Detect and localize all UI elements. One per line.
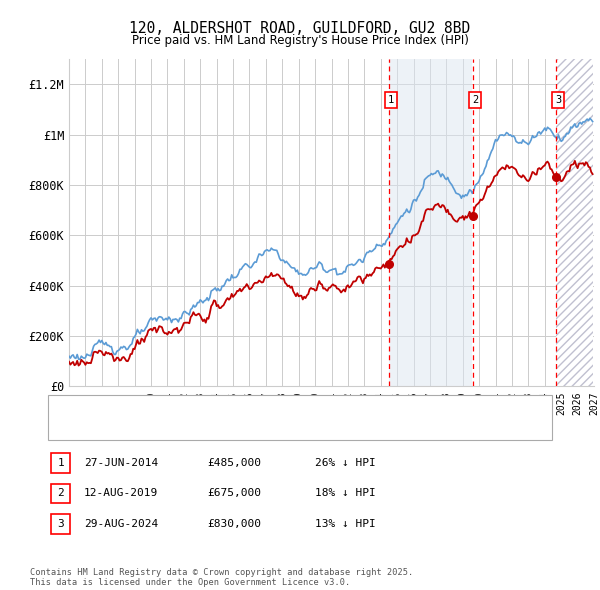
Text: £485,000: £485,000 (207, 458, 261, 467)
Text: 29-AUG-2024: 29-AUG-2024 (84, 519, 158, 529)
Text: 2: 2 (472, 95, 478, 105)
Text: Contains HM Land Registry data © Crown copyright and database right 2025.
This d: Contains HM Land Registry data © Crown c… (30, 568, 413, 587)
Text: 18% ↓ HPI: 18% ↓ HPI (315, 489, 376, 498)
Text: Price paid vs. HM Land Registry's House Price Index (HPI): Price paid vs. HM Land Registry's House … (131, 34, 469, 47)
Text: 1: 1 (388, 95, 394, 105)
Text: 120, ALDERSHOT ROAD, GUILDFORD, GU2 8BD: 120, ALDERSHOT ROAD, GUILDFORD, GU2 8BD (130, 21, 470, 35)
Text: 26% ↓ HPI: 26% ↓ HPI (315, 458, 376, 467)
Text: 3: 3 (555, 95, 561, 105)
Text: HPI: Average price, detached house, Guildford: HPI: Average price, detached house, Guil… (99, 422, 369, 432)
Text: 12-AUG-2019: 12-AUG-2019 (84, 489, 158, 498)
Text: 13% ↓ HPI: 13% ↓ HPI (315, 519, 376, 529)
Text: £675,000: £675,000 (207, 489, 261, 498)
Text: 120, ALDERSHOT ROAD, GUILDFORD, GU2 8BD (detached house): 120, ALDERSHOT ROAD, GUILDFORD, GU2 8BD … (99, 403, 435, 412)
Text: 3: 3 (57, 519, 64, 529)
Text: 2: 2 (57, 489, 64, 498)
Text: £830,000: £830,000 (207, 519, 261, 529)
Text: 27-JUN-2014: 27-JUN-2014 (84, 458, 158, 467)
Text: 1: 1 (57, 458, 64, 467)
